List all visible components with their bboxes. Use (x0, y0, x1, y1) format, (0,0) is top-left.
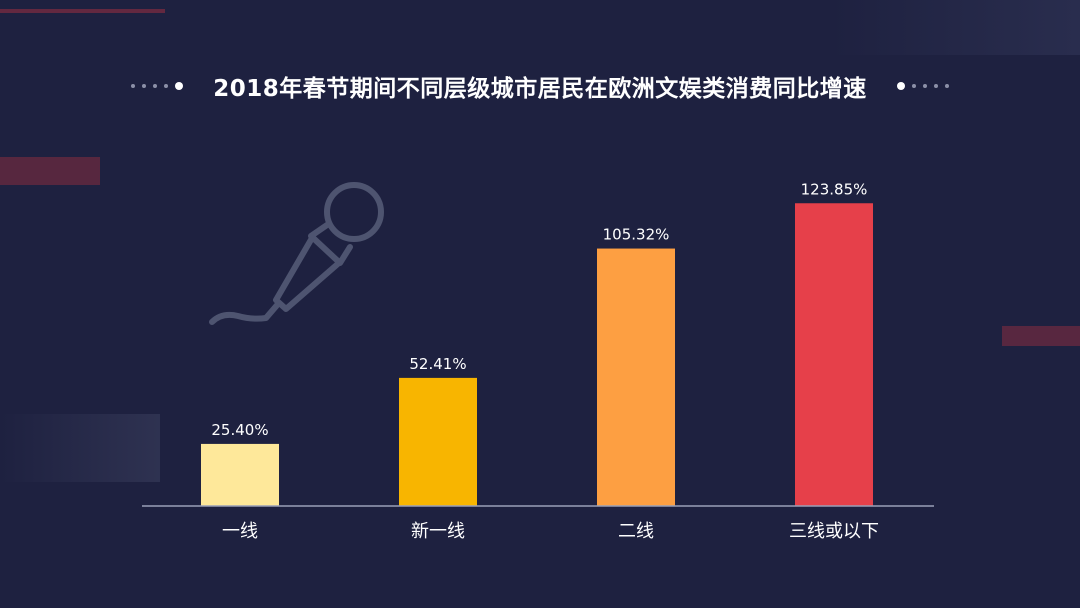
data-label: 123.85% (801, 180, 868, 198)
decorative-stripe (0, 157, 100, 185)
bars-layer: 25.40% 一线 52.41% 新一线 105.32% 二线 123.85% 三线或以下 (201, 180, 879, 542)
category-label: 二线 (618, 521, 654, 542)
bar-3 (597, 248, 675, 506)
bar-2 (399, 377, 477, 506)
data-label: 52.41% (409, 355, 466, 373)
category-label: 新一线 (411, 521, 465, 542)
decorative-stripe (1002, 326, 1080, 346)
chart-title: 2018年春节期间不同层级城市居民在欧洲文娱类消费同比增速 (213, 76, 867, 102)
data-label: 105.32% (603, 226, 670, 244)
data-label: 25.40% (211, 421, 268, 439)
category-label: 三线或以下 (789, 521, 879, 542)
decorative-stripe (0, 9, 165, 13)
bar-1 (201, 443, 279, 506)
title-row: 2018年春节期间不同层级城市居民在欧洲文娱类消费同比增速 (0, 66, 1080, 106)
category-label: 一线 (222, 521, 258, 542)
decorative-band (830, 0, 1080, 55)
title-dots-left (131, 82, 184, 90)
title-dots-right (896, 82, 949, 90)
bar-4 (795, 203, 873, 506)
decorative-band (0, 414, 160, 482)
microphone-icon (209, 182, 384, 325)
